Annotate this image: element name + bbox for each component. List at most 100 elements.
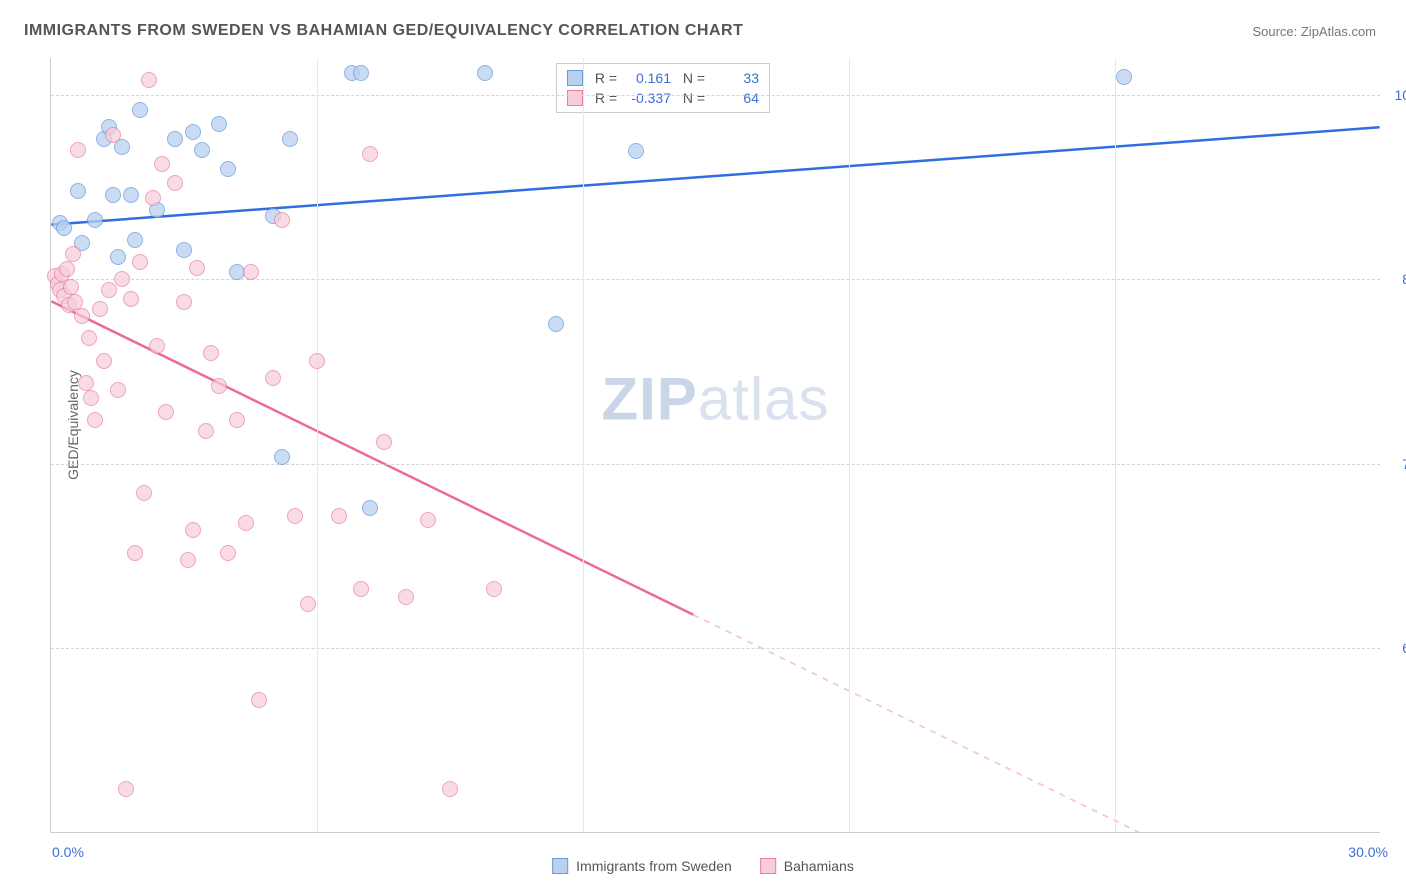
data-point-bahamians	[81, 330, 97, 346]
data-point-bahamians	[154, 156, 170, 172]
data-point-bahamians	[180, 552, 196, 568]
data-point-sweden	[211, 116, 227, 132]
chart-container: IMMIGRANTS FROM SWEDEN VS BAHAMIAN GED/E…	[0, 0, 1406, 892]
gridline-v	[583, 58, 584, 832]
data-point-bahamians	[185, 522, 201, 538]
data-point-bahamians	[376, 434, 392, 450]
data-point-bahamians	[243, 264, 259, 280]
data-point-bahamians	[67, 294, 83, 310]
stat-row: R = -0.337 N = 64	[567, 88, 759, 108]
legend-label: Bahamians	[784, 858, 854, 874]
legend-item: Bahamians	[760, 858, 854, 874]
data-point-bahamians	[251, 692, 267, 708]
legend-label: Immigrants from Sweden	[576, 858, 732, 874]
data-point-bahamians	[300, 596, 316, 612]
data-point-sweden	[167, 131, 183, 147]
data-point-sweden	[123, 187, 139, 203]
data-point-bahamians	[353, 581, 369, 597]
data-point-bahamians	[220, 545, 236, 561]
data-point-bahamians	[229, 412, 245, 428]
trendline-bahamians	[51, 301, 693, 615]
data-point-sweden	[110, 249, 126, 265]
data-point-bahamians	[127, 545, 143, 561]
data-point-bahamians	[136, 485, 152, 501]
data-point-bahamians	[189, 260, 205, 276]
data-point-bahamians	[74, 308, 90, 324]
data-point-sweden	[127, 232, 143, 248]
data-point-bahamians	[101, 282, 117, 298]
gridline-v	[317, 58, 318, 832]
y-tick-label: 62.5%	[1387, 640, 1406, 656]
y-tick-label: 100.0%	[1387, 87, 1406, 103]
data-point-bahamians	[70, 142, 86, 158]
stat-r-value: -0.337	[623, 90, 671, 106]
data-point-bahamians	[87, 412, 103, 428]
stat-n-label: N =	[677, 70, 705, 86]
data-point-bahamians	[65, 246, 81, 262]
y-tick-label: 87.5%	[1387, 271, 1406, 287]
data-point-bahamians	[176, 294, 192, 310]
stat-r-label: R =	[589, 90, 617, 106]
data-point-sweden	[1116, 69, 1132, 85]
data-point-bahamians	[398, 589, 414, 605]
stat-n-label: N =	[677, 90, 705, 106]
y-tick-label: 75.0%	[1387, 456, 1406, 472]
data-point-bahamians	[203, 345, 219, 361]
data-point-bahamians	[238, 515, 254, 531]
data-point-sweden	[185, 124, 201, 140]
data-point-sweden	[362, 500, 378, 516]
trendline-dash-bahamians	[693, 615, 1379, 832]
legend-swatch-icon	[760, 858, 776, 874]
chart-title: IMMIGRANTS FROM SWEDEN VS BAHAMIAN GED/E…	[24, 22, 743, 40]
x-tick-min: 0.0%	[52, 844, 84, 860]
data-point-bahamians	[420, 512, 436, 528]
data-point-sweden	[105, 187, 121, 203]
data-point-bahamians	[158, 404, 174, 420]
data-point-bahamians	[309, 353, 325, 369]
data-point-sweden	[56, 220, 72, 236]
data-point-bahamians	[96, 353, 112, 369]
stat-r-value: 0.161	[623, 70, 671, 86]
data-point-bahamians	[105, 127, 121, 143]
gridline-h	[51, 648, 1380, 649]
gridline-h	[51, 464, 1380, 465]
data-point-bahamians	[132, 254, 148, 270]
data-point-bahamians	[78, 375, 94, 391]
stat-n-value: 64	[711, 90, 759, 106]
trendline-sweden	[51, 127, 1379, 224]
data-point-sweden	[628, 143, 644, 159]
data-point-bahamians	[211, 378, 227, 394]
data-point-bahamians	[83, 390, 99, 406]
correlation-stats-box: R = 0.161 N = 33 R = -0.337 N = 64	[556, 63, 770, 113]
stat-n-value: 33	[711, 70, 759, 86]
data-point-bahamians	[198, 423, 214, 439]
data-point-bahamians	[265, 370, 281, 386]
data-point-sweden	[477, 65, 493, 81]
plot-area: ZIPatlas R =0.161N =33R =-0.337N =64 62.…	[50, 58, 1380, 833]
data-point-bahamians	[59, 261, 75, 277]
data-point-bahamians	[167, 175, 183, 191]
data-point-bahamians	[442, 781, 458, 797]
data-point-sweden	[132, 102, 148, 118]
data-point-sweden	[274, 449, 290, 465]
data-point-bahamians	[114, 271, 130, 287]
data-point-bahamians	[92, 301, 108, 317]
data-point-sweden	[87, 212, 103, 228]
legend-swatch-icon	[567, 90, 583, 106]
data-point-sweden	[548, 316, 564, 332]
source-label: Source: ZipAtlas.com	[1252, 24, 1376, 39]
data-point-bahamians	[118, 781, 134, 797]
stat-row: R = 0.161 N = 33	[567, 68, 759, 88]
data-point-bahamians	[141, 72, 157, 88]
data-point-sweden	[282, 131, 298, 147]
data-point-bahamians	[287, 508, 303, 524]
data-point-bahamians	[149, 338, 165, 354]
data-point-sweden	[176, 242, 192, 258]
x-tick-max: 30.0%	[1348, 844, 1388, 860]
data-point-bahamians	[110, 382, 126, 398]
stat-r-label: R =	[589, 70, 617, 86]
data-point-sweden	[353, 65, 369, 81]
data-point-sweden	[194, 142, 210, 158]
data-point-bahamians	[123, 291, 139, 307]
data-point-bahamians	[145, 190, 161, 206]
